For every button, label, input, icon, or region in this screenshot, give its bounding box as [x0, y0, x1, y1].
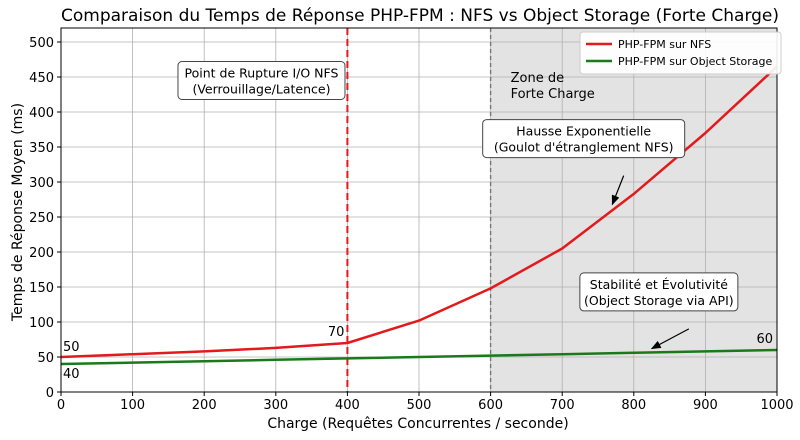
- point-label-70: 70: [328, 325, 345, 340]
- annotation-arrow-exponentielle: [611, 175, 625, 206]
- zone-label-line-0: Zone de: [511, 71, 564, 86]
- point-label-60: 60: [756, 332, 773, 347]
- annotation-arrow-stabilite: [650, 328, 690, 350]
- x-tick-label-1: 100: [120, 398, 145, 413]
- legend-box: [579, 31, 782, 75]
- annotation-box-exponentielle: [482, 119, 686, 159]
- annotation-text-stabilite-0: Stabilité et Évolutivité: [590, 277, 728, 292]
- annotation-text-stabilite-1: (Object Storage via API): [584, 293, 734, 308]
- point-label-40: 40: [63, 367, 80, 382]
- annotation-text-exponentielle-1: (Goulot d'étranglement NFS): [494, 140, 674, 155]
- y-tick-label-0: 0: [46, 386, 54, 401]
- y-axis-label: Temps de Réponse Moyen (ms): [10, 103, 26, 322]
- x-tick-label-5: 500: [407, 398, 432, 413]
- y-tick-label-10: 500: [29, 36, 54, 51]
- y-tick-label-3: 150: [29, 281, 54, 296]
- x-tick-label-0: 0: [57, 398, 65, 413]
- annotation-box-rupture: [177, 61, 346, 100]
- x-tick-label-9: 900: [693, 398, 718, 413]
- x-tick-label-8: 800: [621, 398, 646, 413]
- zone-label-line-1: Forte Charge: [511, 87, 595, 102]
- annotation-text-exponentielle-0: Hausse Exponentielle: [516, 124, 651, 139]
- y-tick-label-9: 450: [29, 71, 54, 86]
- y-tick-label-8: 400: [29, 106, 54, 121]
- legend-label-1: PHP-FPM sur Object Storage: [618, 55, 773, 68]
- point-label-50: 50: [63, 340, 80, 355]
- y-tick-label-4: 200: [29, 246, 54, 261]
- x-tick-label-3: 300: [263, 398, 288, 413]
- y-tick-label-5: 250: [29, 211, 54, 226]
- annotation-text-rupture-0: Point de Rupture I/O NFS: [185, 66, 339, 81]
- chart-title: Comparaison du Temps de Réponse PHP-FPM …: [61, 6, 779, 26]
- legend-label-0: PHP-FPM sur NFS: [618, 38, 711, 51]
- series-line-nfs: [60, 65, 778, 359]
- x-tick-label-6: 600: [478, 398, 503, 413]
- x-axis-label: Charge (Requêtes Concurrentes / seconde): [267, 416, 568, 432]
- x-tick-label-10: 1000: [760, 398, 793, 413]
- series-line-object-storage: [60, 348, 778, 366]
- y-tick-label-6: 300: [29, 176, 54, 191]
- x-tick-label-4: 400: [335, 398, 360, 413]
- x-tick-label-2: 200: [192, 398, 217, 413]
- y-tick-label-2: 100: [29, 316, 54, 331]
- annotation-text-rupture-1: (Verrouillage/Latence): [192, 82, 330, 97]
- y-tick-label-7: 350: [29, 141, 54, 156]
- x-tick-label-7: 700: [550, 398, 575, 413]
- y-tick-label-1: 50: [37, 351, 54, 366]
- annotation-box-stabilite: [579, 272, 739, 312]
